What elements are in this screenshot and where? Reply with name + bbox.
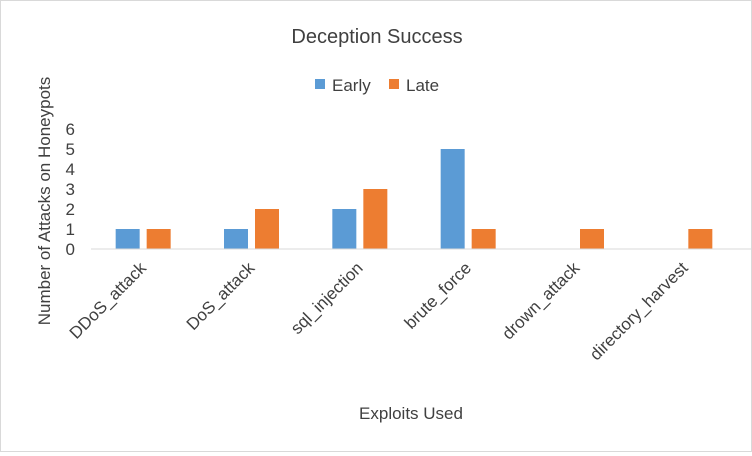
y-tick-label: 4 [66,160,75,179]
legend-label-late: Late [406,76,439,95]
bar-late-brute-force [471,229,496,249]
bar-early-dos-attack [224,229,248,249]
x-axis-ticks: DDoS_attack DoS_attack sql_injection brute_… [66,258,692,364]
chart-title: Deception Success [291,26,462,48]
bar-late-ddos-attack [146,229,171,249]
bar-late-directory-harvest [688,229,713,249]
legend-label-early: Early [332,76,371,95]
legend-swatch-late [389,79,399,89]
y-tick-label: 6 [66,120,75,139]
x-tick-label: DoS_attack [183,258,259,334]
x-tick-label: DDoS_attack [66,258,151,343]
x-axis-label: Exploits Used [359,404,463,423]
x-tick-label: directory_harvest [586,258,692,364]
x-tick-label: brute_force [401,258,475,332]
x-tick-label: drown_attack [498,258,583,343]
y-tick-label: 5 [66,140,75,159]
bar-early-brute-force [440,149,465,249]
legend: Early Late [315,76,439,95]
y-tick-label: 3 [66,180,75,199]
bar-late-drown-attack [580,229,604,249]
y-tick-label: 1 [66,220,75,239]
y-axis-label: Number of Attacks on Honeypots [35,77,54,326]
y-tick-label: 2 [66,200,75,219]
x-tick-label: sql_injection [287,258,367,338]
bar-late-dos-attack [255,209,279,249]
y-tick-label: 0 [66,240,75,259]
bar-early-sql-injection [332,209,357,249]
bar-late-sql-injection [363,189,388,249]
legend-swatch-early [315,79,325,89]
bars [115,149,713,249]
bar-early-ddos-attack [115,229,140,249]
